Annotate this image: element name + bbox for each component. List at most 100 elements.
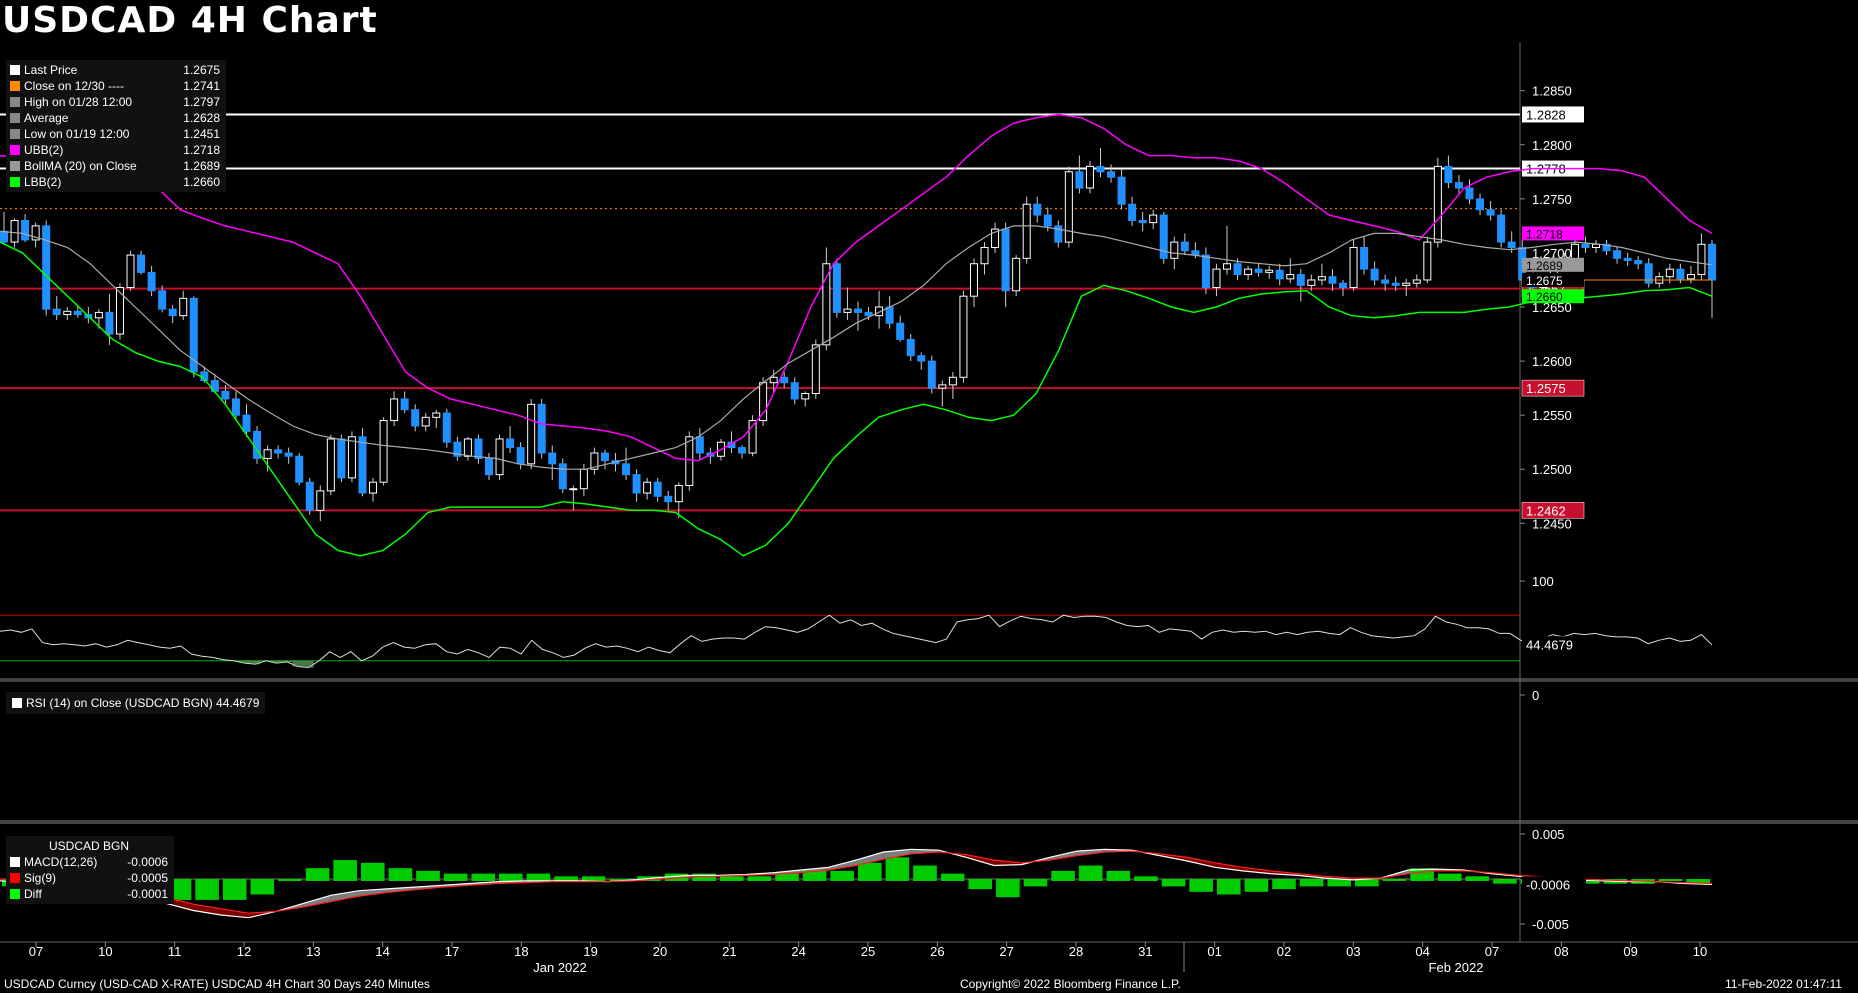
macd-fill [303, 895, 332, 907]
footer-copyright: Copyright© 2022 Bloomberg Finance L.P. [960, 977, 1181, 991]
axis-value-tag [1522, 272, 1584, 287]
candle-body [390, 398, 399, 422]
candle-body [527, 403, 536, 465]
candle-body [790, 382, 799, 400]
x-tick-label: 21 [722, 944, 736, 959]
macd-legend-item-label: Diff [24, 887, 42, 901]
candle-body [695, 436, 704, 454]
candle-body [1497, 214, 1506, 243]
macd-diff-bar [499, 873, 523, 881]
legend-item-label: LBB(2) [24, 175, 62, 189]
macd-fill [1187, 857, 1215, 868]
candle-body [1708, 243, 1716, 281]
legend-item-label: High on 01/28 12:00 [24, 95, 133, 109]
legend-item-label: Close on 12/30 ---- [24, 79, 125, 93]
x-tick-label: 25 [861, 944, 875, 959]
candle-body [748, 420, 757, 454]
macd-line [0, 848, 1713, 919]
macd-legend-item-value: -0.0005 [127, 871, 168, 885]
candle-body [959, 295, 968, 378]
candle-body [1476, 198, 1485, 211]
candle-body [1022, 203, 1031, 259]
candle-body [632, 474, 641, 494]
legend-item-swatch [10, 129, 20, 139]
candle-body [432, 412, 441, 418]
candle-body [168, 308, 177, 317]
candle-body [21, 219, 30, 241]
macd-diff-bar [1382, 879, 1407, 881]
candle-body [495, 438, 504, 476]
legend-item-value: 1.2797 [183, 95, 220, 109]
legend-item-swatch [10, 81, 20, 91]
macd-fill [856, 852, 884, 866]
x-tick-label: 10 [98, 944, 112, 959]
macd-diff-bar [278, 879, 302, 881]
candle-body [864, 311, 873, 317]
legend-item-value: 1.2689 [183, 159, 220, 173]
macd-diff-bar [968, 879, 993, 890]
legend-item-swatch [10, 161, 20, 171]
x-tick-label: 03 [1346, 944, 1360, 959]
candle-body [1244, 268, 1253, 276]
candle-body [10, 219, 19, 243]
candle-body [1697, 243, 1706, 276]
macd-diff-bar [250, 879, 275, 895]
x-tick-label: 14 [375, 944, 389, 959]
candle-body [369, 481, 378, 494]
level-tag-label: 1.2462 [1526, 503, 1566, 518]
legend-item-swatch [10, 145, 20, 155]
macd-fill [331, 890, 359, 902]
macd-diff-bar [1051, 870, 1075, 881]
candle-body [453, 441, 462, 457]
axis-value-label: 1.2660 [1526, 290, 1563, 304]
candle-body [1201, 254, 1210, 289]
x-tick-label: 09 [1623, 944, 1637, 959]
macd-diff-bar [940, 873, 965, 881]
macd-diff-bar [1244, 879, 1269, 892]
legend-item-value: 1.2718 [183, 143, 220, 157]
candle-body [1686, 274, 1695, 280]
candle-body [1486, 209, 1495, 216]
candle-body [221, 390, 230, 400]
candle-body [1613, 250, 1622, 259]
macd-y-tick-label: -0.005 [1532, 917, 1569, 932]
macd-legend-item-label: MACD(12,26) [24, 855, 98, 869]
macd-diff-bar [1493, 879, 1517, 884]
macd-diff-bar [1658, 879, 1683, 881]
macd-fill [193, 904, 221, 915]
candle-body [1033, 203, 1042, 216]
candle-body [1054, 225, 1063, 243]
candle-body [938, 384, 947, 389]
candle-body [1223, 263, 1232, 270]
legend-item-swatch [10, 65, 20, 75]
level-tag-label: 1.2828 [1526, 107, 1566, 122]
x-tick-label: 10 [1693, 944, 1707, 959]
macd-diff-bar [222, 879, 247, 900]
candle-body [1602, 243, 1611, 252]
macd-diff-bar [1437, 873, 1462, 881]
candle-body [1454, 182, 1463, 189]
candle-body [1275, 269, 1284, 280]
legend-item-row: Average 1.2628 [10, 110, 220, 126]
macd-diff-bar [1189, 879, 1213, 892]
macd-legend: USDCAD BGN MACD(12,26) -0.0006 Sig(9) -0.00… [6, 836, 174, 904]
macd-diff-bar [1216, 879, 1241, 895]
legend-item-swatch [10, 97, 20, 107]
candle-body [548, 452, 557, 465]
candle-body [832, 263, 841, 313]
legend-item-label: UBB(2) [24, 143, 64, 157]
rsi-legend: RSI (14) on Close (USDCAD BGN) 44.4679 [6, 692, 266, 714]
legend-item-row: Last Price 1.2675 [10, 62, 220, 78]
macd-diff-bar [719, 876, 744, 881]
candle-body [622, 463, 631, 476]
candle-body [1180, 241, 1189, 252]
candle-body [1170, 241, 1179, 259]
macd-diff-bar [305, 868, 330, 881]
legend-item-label: Last Price [24, 63, 78, 77]
candle-body [1328, 276, 1337, 284]
macd-diff-bar [333, 860, 357, 881]
x-tick-label: 27 [999, 944, 1013, 959]
price-legend: Last Price 1.2675 Close on 12/30 ---- 1.274… [6, 60, 226, 192]
candle-body [801, 393, 810, 400]
